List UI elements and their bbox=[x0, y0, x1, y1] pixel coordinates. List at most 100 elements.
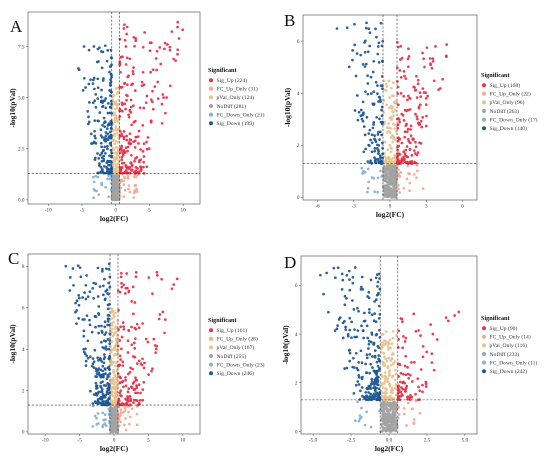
point-fc-down-only bbox=[107, 174, 111, 177]
point-sig-up bbox=[400, 56, 404, 60]
point-pval-only bbox=[113, 385, 116, 388]
point-sig-down bbox=[104, 106, 108, 110]
y-tick-label: 7.5 bbox=[18, 45, 25, 51]
point-fc-up-only bbox=[415, 169, 419, 173]
legend-entry: FC_Down_Only (21) bbox=[217, 111, 265, 118]
point-sig-down bbox=[87, 120, 91, 124]
point-sig-up bbox=[128, 171, 132, 175]
point-sig-up bbox=[133, 301, 137, 304]
point-sig-up bbox=[404, 336, 408, 340]
point-sig-down bbox=[100, 340, 103, 344]
point-sig-up bbox=[410, 360, 413, 364]
point-fc-up-only bbox=[421, 187, 425, 190]
point-sig-up bbox=[141, 398, 145, 402]
point-nodiff bbox=[384, 173, 388, 177]
point-sig-up bbox=[127, 142, 131, 145]
point-sig-down bbox=[99, 128, 103, 132]
point-sig-up bbox=[420, 125, 424, 129]
point-sig-down bbox=[355, 52, 359, 55]
point-sig-up bbox=[121, 402, 125, 406]
point-sig-down bbox=[108, 285, 112, 289]
point-sig-down bbox=[351, 58, 354, 62]
point-nodiff bbox=[385, 415, 389, 418]
point-sig-down bbox=[101, 123, 104, 127]
point-sig-down bbox=[107, 384, 111, 387]
point-nodiff bbox=[382, 184, 386, 188]
point-pval-only bbox=[117, 90, 120, 93]
point-sig-down bbox=[381, 39, 385, 43]
point-sig-up bbox=[145, 94, 149, 98]
point-sig-up bbox=[122, 130, 126, 133]
point-sig-up bbox=[118, 151, 122, 155]
point-sig-down bbox=[105, 348, 108, 351]
point-sig-up bbox=[121, 379, 125, 383]
point-nodiff bbox=[393, 405, 397, 409]
point-nodiff bbox=[384, 179, 387, 183]
point-sig-up bbox=[137, 142, 140, 145]
point-sig-down bbox=[64, 264, 68, 268]
point-pval-only bbox=[114, 128, 118, 131]
point-sig-up bbox=[437, 88, 440, 92]
point-sig-down bbox=[85, 314, 89, 318]
point-sig-down bbox=[93, 129, 96, 133]
point-sig-down bbox=[373, 312, 377, 315]
point-fc-up-only bbox=[408, 181, 412, 185]
point-fc-up-only bbox=[406, 401, 410, 405]
legend-title: Significant bbox=[208, 67, 237, 74]
point-sig-down bbox=[107, 122, 111, 126]
point-nodiff bbox=[115, 196, 119, 200]
point-fc-up-only bbox=[405, 177, 409, 181]
point-sig-up bbox=[421, 116, 425, 119]
point-sig-up bbox=[424, 382, 428, 386]
point-pval-only bbox=[391, 156, 395, 160]
point-sig-up bbox=[457, 310, 461, 314]
point-sig-up bbox=[424, 103, 428, 106]
point-sig-down bbox=[366, 336, 370, 340]
point-fc-down-only bbox=[363, 423, 367, 427]
point-sig-up bbox=[435, 338, 439, 341]
x-tick-label: -3 bbox=[352, 204, 357, 210]
point-sig-down bbox=[336, 324, 340, 327]
x-tick-label: 5 bbox=[147, 438, 150, 444]
point-sig-down bbox=[365, 115, 369, 119]
point-pval-only bbox=[381, 391, 385, 395]
point-fc-up-only bbox=[397, 168, 400, 172]
point-sig-up bbox=[126, 339, 130, 343]
point-sig-down bbox=[370, 377, 374, 381]
point-sig-down bbox=[362, 150, 366, 154]
point-sig-up bbox=[124, 146, 128, 150]
point-sig-up bbox=[418, 91, 422, 94]
point-sig-up bbox=[396, 126, 400, 130]
point-sig-up bbox=[406, 397, 409, 401]
point-sig-up bbox=[404, 77, 408, 80]
point-fc-up-only bbox=[135, 412, 139, 416]
point-sig-down bbox=[376, 364, 380, 368]
point-sig-down bbox=[371, 355, 374, 358]
point-sig-down bbox=[348, 316, 352, 320]
panel-b: B -6 -3 0 3 6 0 2 4 6 log2(FC) -log10(pVal) Signific… bbox=[283, 11, 538, 219]
point-sig-up bbox=[120, 158, 124, 162]
point-sig-up bbox=[120, 155, 124, 159]
legend-swatch bbox=[209, 362, 213, 367]
point-sig-down bbox=[94, 367, 98, 371]
point-sig-down bbox=[93, 134, 97, 138]
point-nodiff bbox=[388, 172, 392, 175]
point-sig-down bbox=[332, 266, 336, 270]
point-sig-down bbox=[373, 149, 377, 153]
point-sig-down bbox=[380, 108, 383, 112]
point-pval-only bbox=[383, 155, 387, 158]
legend-swatch bbox=[209, 86, 213, 91]
point-nodiff bbox=[112, 412, 116, 415]
point-sig-up bbox=[431, 57, 435, 60]
point-sig-down bbox=[104, 331, 108, 334]
point-sig-down bbox=[378, 398, 381, 401]
legend-entry: Sig_Up (161) bbox=[217, 327, 248, 334]
legend-entry: NoDiff (255) bbox=[217, 353, 247, 360]
point-sig-up bbox=[128, 370, 132, 374]
point-sig-up bbox=[422, 91, 426, 94]
point-fc-down-only bbox=[110, 189, 113, 192]
point-pval-only bbox=[390, 133, 394, 137]
legend-entry: Sig_Up (224) bbox=[217, 77, 248, 84]
point-pval-only bbox=[389, 391, 393, 394]
point-sig-up bbox=[406, 127, 410, 131]
